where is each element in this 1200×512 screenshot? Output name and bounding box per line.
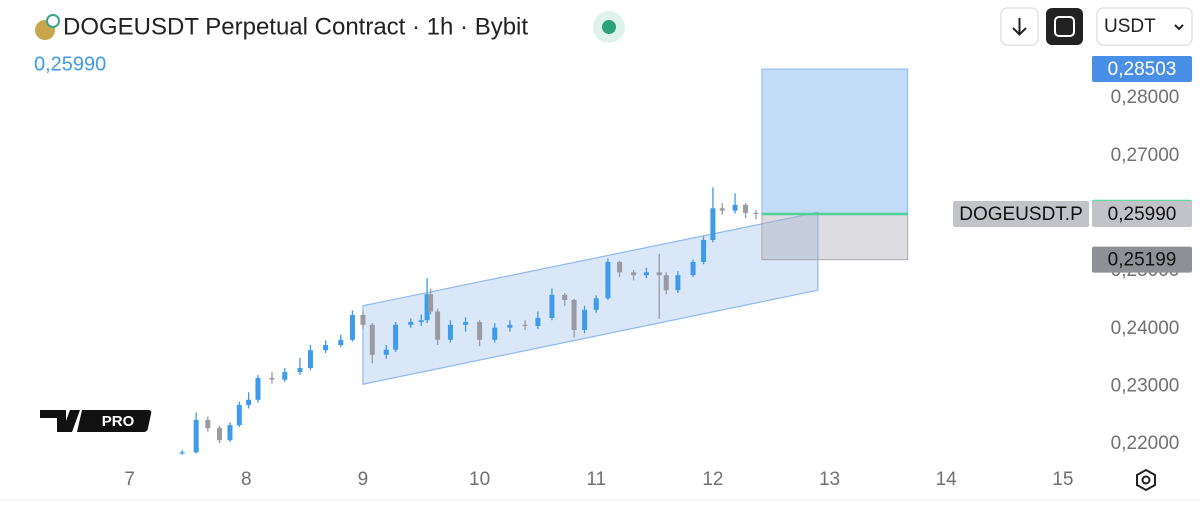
- plot-area: 7 8 9 10 11 12 13 14 15 0,22000 0,23000 0,24000 0,25…: [124, 56, 1192, 490]
- currency-select[interactable]: [1096, 7, 1193, 46]
- currency-label: USDT: [1104, 16, 1156, 37]
- settings-icon-core: [1141, 475, 1151, 485]
- candle-body: [535, 317, 541, 326]
- y-tick-label: 0,24000: [1111, 318, 1180, 339]
- pro-text: PRO: [102, 413, 135, 430]
- candle-body: [605, 261, 611, 299]
- candle-body: [282, 372, 288, 380]
- stop-zone: [761, 213, 909, 261]
- candle-body: [522, 324, 528, 326]
- candle-body: [492, 327, 498, 340]
- target-zone: [761, 68, 909, 215]
- candle-body: [408, 321, 414, 325]
- exchange-badge: [46, 14, 60, 28]
- candle-body: [205, 420, 211, 429]
- candle-body: [297, 368, 303, 373]
- chevron: [1174, 24, 1184, 31]
- candle-body: [216, 428, 222, 441]
- x-tick-label: 15: [1052, 469, 1073, 490]
- symbol-tag-label: DOGEUSDT.P: [959, 204, 1083, 225]
- candle-body: [227, 425, 233, 441]
- candle-body: [643, 272, 649, 276]
- candle-body: [701, 240, 707, 262]
- price-tag: [1092, 246, 1192, 273]
- candle-body: [179, 452, 185, 454]
- candle-body: [424, 294, 430, 321]
- x-tick-label: 10: [469, 469, 490, 490]
- candle-body: [549, 294, 555, 318]
- candle-body: [246, 399, 252, 405]
- candle-body: [236, 405, 242, 426]
- price-tag: [1092, 56, 1192, 83]
- candle-body: [383, 349, 389, 355]
- candle-body: [753, 212, 759, 215]
- candle-body: [710, 208, 716, 240]
- x-tick-label: 8: [241, 469, 252, 490]
- candle-body: [323, 345, 329, 351]
- candle-body: [617, 261, 623, 273]
- price-tag-label: 0,25990: [1108, 204, 1177, 225]
- x-tick-label: 9: [358, 469, 369, 490]
- candle-body: [690, 261, 696, 276]
- candle-body: [269, 377, 275, 380]
- candle-body: [663, 275, 669, 291]
- y-tick-label: 0,27000: [1111, 145, 1180, 166]
- candle-body: [393, 324, 399, 350]
- y-tick-label: 0,28000: [1111, 87, 1180, 108]
- candle-body: [360, 315, 366, 325]
- settings-icon[interactable]: [1136, 468, 1156, 492]
- candle-body: [593, 298, 599, 310]
- x-tick-label: 13: [819, 469, 840, 490]
- candle-body: [428, 294, 434, 312]
- candle-body: [255, 377, 261, 400]
- y-tick-label: 0,23000: [1111, 376, 1180, 397]
- last-price: 0,25990: [34, 53, 106, 75]
- arrow-icon: [1012, 18, 1027, 36]
- candle-body: [463, 321, 469, 325]
- price-tag: [1092, 201, 1192, 228]
- candle-body: [418, 320, 424, 322]
- status-dot: [602, 20, 616, 34]
- candle-body: [447, 324, 453, 340]
- y-tick-label: 0,22000: [1111, 433, 1180, 454]
- candle-body: [562, 294, 568, 300]
- x-tick-label: 7: [124, 469, 135, 490]
- candle-body: [193, 420, 199, 453]
- price-tag-label: 0,28503: [1108, 59, 1177, 80]
- candle-body: [675, 275, 681, 291]
- x-tick-label: 14: [936, 469, 958, 490]
- fullscreen-button[interactable]: [1046, 8, 1083, 45]
- candle-body: [338, 339, 344, 345]
- candle-body: [477, 321, 483, 340]
- x-tick-label: 12: [702, 469, 723, 490]
- pro-badge: [80, 410, 152, 432]
- candle-body: [307, 350, 313, 369]
- x-tick-label: 11: [586, 469, 606, 490]
- candle-body: [435, 311, 441, 340]
- candle-body: [507, 324, 513, 328]
- candle-body: [582, 309, 588, 330]
- candle-body: [656, 272, 662, 276]
- symbol-tag: [953, 201, 1089, 228]
- price-tag-label: 0,25199: [1108, 250, 1177, 271]
- candle-body: [732, 204, 738, 211]
- candle-body: [349, 315, 355, 340]
- candle-body: [719, 208, 725, 211]
- chart-title: DOGEUSDT Perpetual Contract · 1h · Bybit: [63, 13, 528, 40]
- candle-body: [743, 204, 749, 213]
- fullscreen-icon: [1054, 16, 1075, 37]
- candle-body: [369, 324, 375, 355]
- candle-body: [631, 272, 637, 276]
- tv-logo: [40, 410, 95, 432]
- candle-body: [571, 300, 577, 330]
